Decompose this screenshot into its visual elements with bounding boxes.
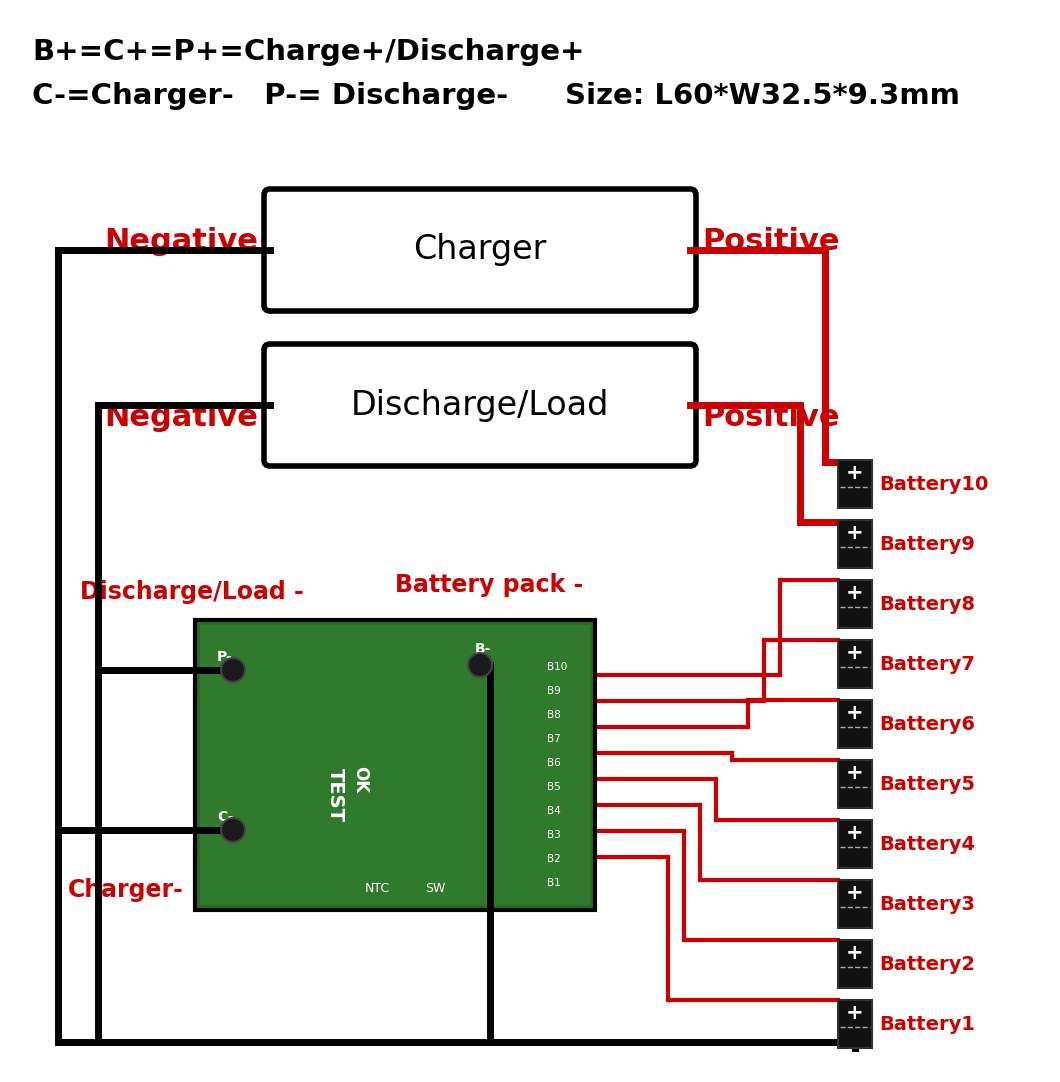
Text: B6: B6 [547,758,561,768]
Text: B5: B5 [547,782,561,792]
Text: Positive: Positive [702,403,840,432]
Bar [195,620,595,910]
Text: Battery5: Battery5 [879,775,975,793]
Text: Battery pack -: Battery pack - [395,573,583,597]
Text: +: + [846,463,864,484]
Text: Battery7: Battery7 [879,655,975,673]
Text: C-: C- [217,810,233,824]
Text: B10: B10 [547,662,567,672]
Bar [838,520,872,568]
Text: +: + [846,703,864,724]
Text: B+=C+=P+=Charge+/Discharge+: B+=C+=P+=Charge+/Discharge+ [32,38,584,66]
Text: Battery1: Battery1 [879,1015,975,1033]
Bar [195,620,595,910]
Text: +: + [846,764,864,783]
Text: +: + [846,1003,864,1024]
Bar [838,760,872,808]
Text: B-: B- [475,642,492,656]
Circle shape [469,654,492,677]
Text: Negative: Negative [104,227,258,256]
Bar [838,820,872,868]
Text: +: + [846,823,864,844]
Text: OK: OK [351,766,369,793]
Text: B8: B8 [547,710,561,720]
Text: Battery3: Battery3 [879,895,975,913]
Bar [838,1000,872,1048]
Text: B2: B2 [547,854,561,865]
Text: B9: B9 [547,686,561,696]
Text: NTC: NTC [365,882,390,895]
Bar [838,940,872,988]
Text: TEST: TEST [325,768,345,822]
Bar [838,880,872,928]
Text: Negative: Negative [104,403,258,432]
Text: Positive: Positive [702,227,840,256]
Bar [838,580,872,628]
Bar [200,625,590,905]
Text: Size: L60*W32.5*9.3mm: Size: L60*W32.5*9.3mm [565,82,960,110]
Text: Charger: Charger [413,234,547,266]
Text: +: + [846,644,864,663]
Text: Discharge/Load: Discharge/Load [351,388,610,422]
Text: B4: B4 [547,806,561,816]
Text: Charger-: Charger- [68,878,183,902]
Circle shape [220,818,245,842]
FancyBboxPatch shape [264,344,696,466]
Text: B1: B1 [547,878,561,888]
Text: C-=Charger-   P-= Discharge-: C-=Charger- P-= Discharge- [32,82,508,110]
Text: Discharge/Load -: Discharge/Load - [80,580,304,604]
Bar [838,700,872,748]
Text: Battery6: Battery6 [879,714,975,734]
Text: +: + [846,524,864,543]
Text: B3: B3 [547,830,561,840]
Text: Battery9: Battery9 [879,535,975,554]
Text: +: + [846,944,864,963]
Text: Battery2: Battery2 [879,954,975,974]
Text: Battery4: Battery4 [879,834,975,854]
Text: Battery10: Battery10 [879,475,988,493]
Bar [838,460,872,509]
Text: SW: SW [425,882,445,895]
Text: +: + [846,583,864,604]
Bar [838,639,872,688]
Circle shape [220,658,245,682]
Text: +: + [846,883,864,903]
Text: P-: P- [217,650,233,664]
FancyBboxPatch shape [264,189,696,311]
Text: Battery8: Battery8 [879,594,975,613]
Text: B7: B7 [547,734,561,744]
